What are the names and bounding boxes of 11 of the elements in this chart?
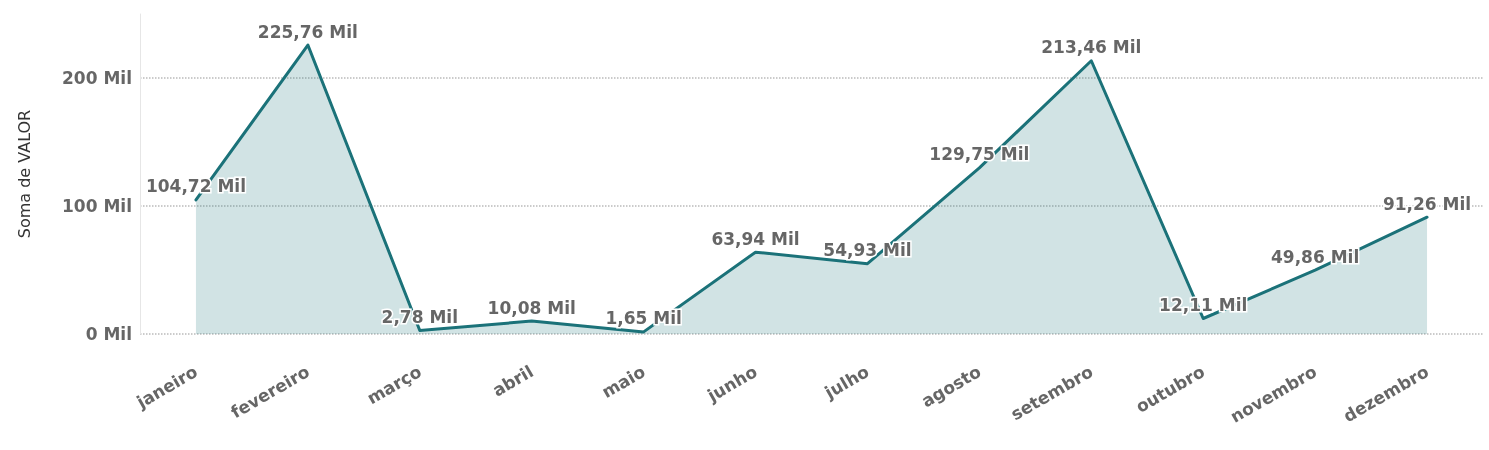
data-label: 213,46 Mil: [1041, 37, 1142, 58]
data-label: 63,94 Mil: [711, 228, 800, 249]
data-label: 10,08 Mil: [487, 297, 576, 318]
data-label: 129,75 Mil: [929, 144, 1030, 165]
y-tick-label: 200 Mil: [62, 68, 132, 88]
data-label: 54,93 Mil: [823, 240, 912, 261]
data-label: 91,26 Mil: [1382, 193, 1472, 214]
y-axis-title: Soma de VALOR: [14, 109, 34, 239]
y-tick-label: 100 Mil: [62, 196, 132, 216]
y-tick-label: 0 Mil: [85, 324, 132, 344]
data-label: 225,76 Mil: [257, 21, 358, 42]
